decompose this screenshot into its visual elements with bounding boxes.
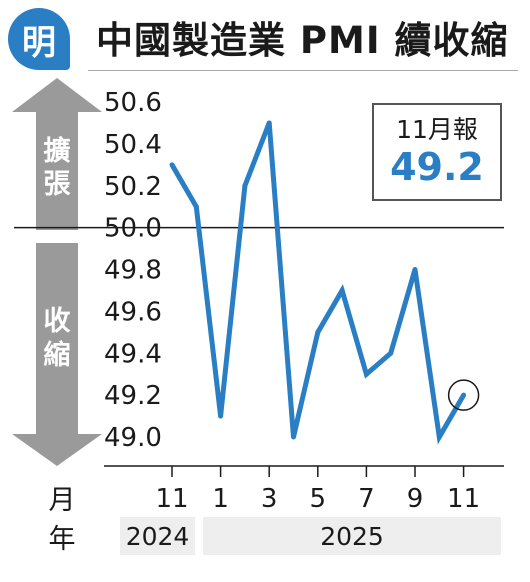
data-point [315,329,321,335]
data-point [388,350,394,356]
x-tick-label: 7 [358,484,375,514]
callout-label: 11月報 [396,115,478,144]
data-point [242,183,248,189]
expansion-label-char-1: 擴 [44,135,71,167]
x-tick-label: 5 [310,484,327,514]
brand-logo: 明 [8,8,70,70]
y-tick-label: 49.0 [104,423,162,453]
data-point [461,392,467,398]
title-divider [88,70,518,71]
x-tick-label: 11 [447,484,480,514]
month-axis-label: 月 [49,485,76,516]
y-tick-label: 50.0 [104,214,162,244]
x-tick-label: 1 [212,484,229,514]
y-tick-label: 49.6 [104,297,162,327]
y-tick-label: 50.2 [104,172,162,202]
y-tick-label: 50.6 [104,88,162,118]
data-point [193,204,199,210]
contraction-arrow [12,243,102,466]
data-point [291,434,296,440]
chart-title: 中國製造業 PMI 續收縮 [96,19,509,62]
data-point [412,267,418,272]
header: 明 中國製造業 PMI 續收縮 [0,0,530,71]
contraction-label-char-2: 縮 [44,339,71,371]
x-tick-label: 3 [261,484,278,514]
brand-logo-text: 明 [22,22,56,63]
expansion-arrow [12,78,102,230]
data-point [266,120,272,126]
year-label-2025: 2025 [203,517,501,555]
y-tick-label: 49.8 [104,256,162,286]
year-axis-label: 年 [49,524,76,555]
y-tick-label: 50.4 [104,130,162,160]
highlight-circle [447,379,480,411]
x-tick-label: 11 [155,484,188,514]
latest-value-callout: 11月報 49.2 [372,103,502,201]
data-point [169,162,175,168]
callout-value: 49.2 [390,145,484,189]
year-label-2024: 2024 [120,517,195,555]
data-point [363,371,369,377]
expansion-label-char-2: 張 [44,169,72,200]
data-point [218,413,224,419]
y-tick-label: 49.4 [104,339,162,369]
y-tick-label: 49.2 [104,381,162,411]
contraction-label-char-1: 收 [44,306,71,337]
data-point [436,434,442,440]
data-point [339,287,345,293]
x-tick-label: 9 [407,484,424,514]
